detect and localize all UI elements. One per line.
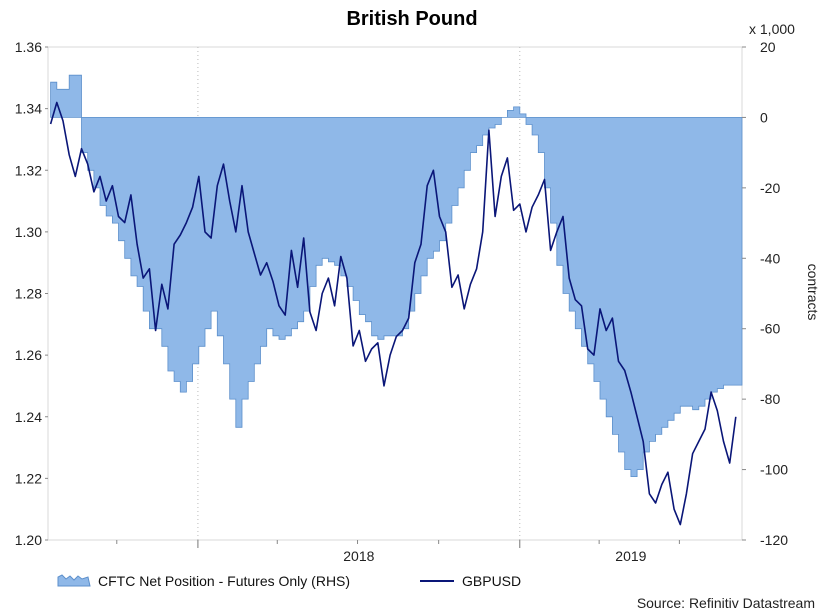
legend: CFTC Net Position - Futures Only (RHS) G… <box>57 573 521 589</box>
gbpusd-line <box>49 101 737 526</box>
left-tick-label: 1.22 <box>15 470 42 486</box>
area-layer <box>50 74 743 477</box>
right-tick-label: 20 <box>760 39 776 55</box>
cftc-area <box>50 74 743 477</box>
right-axis-unit: x 1,000 <box>749 21 795 37</box>
line-layer <box>49 101 737 526</box>
legend-swatch-cftc <box>57 574 91 587</box>
left-tick-label: 1.24 <box>15 409 42 425</box>
source-note: Source: Refinitiv Datastream <box>637 595 815 611</box>
right-tick-label: -80 <box>760 391 780 407</box>
left-tick-label: 1.28 <box>15 286 42 302</box>
x-tick-label: 2018 <box>343 548 374 564</box>
left-tick-label: 1.30 <box>15 224 42 240</box>
legend-item-gbpusd: GBPUSD <box>420 573 521 589</box>
left-tick-label: 1.26 <box>15 347 42 363</box>
legend-label-cftc: CFTC Net Position - Futures Only (RHS) <box>98 573 350 589</box>
chart-title: British Pound <box>346 8 477 30</box>
left-axis: 1.36 1.34 1.32 1.30 1.28 1.26 1.24 1.22 1.20 <box>15 39 48 548</box>
left-tick-label: 1.36 <box>15 39 42 55</box>
right-tick-label: -40 <box>760 250 780 266</box>
right-axis: 20 0 -20 -40 -60 -80 -100 -120 <box>742 39 788 548</box>
right-tick-label: 0 <box>760 109 768 125</box>
right-tick-label: -120 <box>760 532 788 548</box>
left-tick-label: 1.20 <box>15 532 42 548</box>
right-tick-label: -20 <box>760 180 780 196</box>
right-tick-label: -100 <box>760 462 788 478</box>
x-tick-label: 2019 <box>615 548 646 564</box>
legend-item-cftc: CFTC Net Position - Futures Only (RHS) <box>57 573 350 589</box>
left-tick-label: 1.32 <box>15 162 42 178</box>
right-tick-label: -60 <box>760 321 780 337</box>
x-axis: 2018 2019 <box>116 540 680 564</box>
right-axis-label: contracts <box>805 264 821 321</box>
legend-label-gbpusd: GBPUSD <box>462 573 521 589</box>
left-tick-label: 1.34 <box>15 101 42 117</box>
